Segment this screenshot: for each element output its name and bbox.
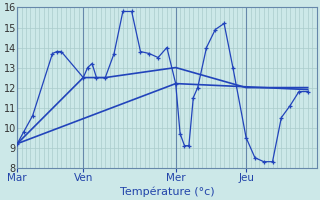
X-axis label: Température (°c): Température (°c)	[120, 186, 214, 197]
